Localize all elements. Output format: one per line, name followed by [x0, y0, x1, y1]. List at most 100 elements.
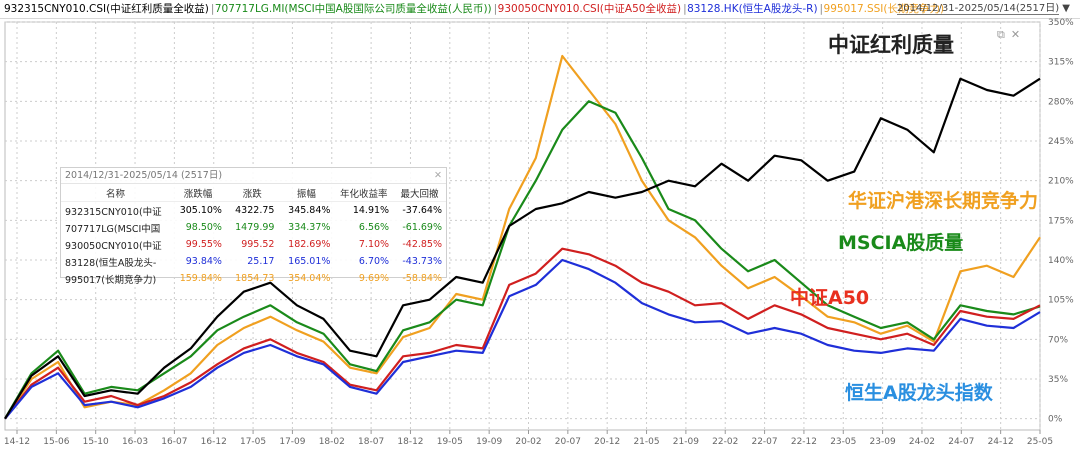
x-tick-label: 22-12	[791, 437, 817, 447]
y-tick-label: 105%	[1048, 296, 1074, 306]
table-cell-name: 707717LG(MSCI中国	[65, 223, 161, 235]
table-cell-diff: 25.17	[247, 256, 275, 267]
table-cell-amp: 165.01%	[288, 256, 331, 267]
window-controls: ⧉ ✕	[997, 28, 1026, 42]
x-tick-label: 20-12	[594, 437, 620, 447]
legend-item-csi-dividend-quality[interactable]: 932315CNY010.CSI(中证红利质量全收益)	[4, 3, 209, 15]
y-tick-label: 350%	[1048, 18, 1074, 28]
table-cell-name: 932315CNY010(中证	[65, 206, 162, 218]
x-axis: 14-12 15-06 15-10 16-03 16-07 16-12 17-05 17-09…	[4, 430, 1053, 447]
table-cell-chg: 305.10%	[179, 205, 222, 216]
annotation-csi-dividend-quality: 中证红利质量	[828, 33, 954, 57]
table-cell-ann: 6.70%	[358, 256, 390, 267]
stats-table-panel[interactable]: 2014/12/31-2025/05/14 (2517日) ✕ 名称 涨跌幅 涨跌 振幅…	[60, 167, 447, 286]
table-row[interactable]: 707717LG(MSCI中国 98.50% 1479.99 334.37% 6.56%…	[61, 219, 446, 236]
y-tick-label: 245%	[1048, 137, 1074, 147]
date-range-selector[interactable]: 2014/12/31-2025/05/14(2517日) ▼	[896, 0, 1070, 18]
legend-separator: |	[493, 3, 498, 15]
x-tick-label: 15-06	[43, 437, 69, 447]
table-cell-diff: 995.52	[241, 239, 275, 250]
annotation-hs-a-leaders: 恒生A股龙头指数	[845, 381, 994, 404]
chevron-down-icon[interactable]: ▼	[1062, 3, 1070, 14]
x-tick-label: 23-05	[830, 437, 856, 447]
table-cell-diff: 1479.99	[235, 222, 275, 233]
x-tick-label: 16-12	[201, 437, 227, 447]
annotation-long-term-competitiveness: 华证沪港深长期竞争力	[848, 189, 1038, 212]
y-tick-label: 140%	[1048, 256, 1074, 266]
column-header: 振幅	[278, 184, 335, 202]
y-tick-label: 315%	[1048, 58, 1074, 68]
table-cell-mdd: -58.84%	[402, 273, 442, 284]
table-cell-mdd: -61.69%	[402, 222, 442, 233]
legend-item-csi-a50[interactable]: 930050CNY010.CSI(中证A50全收益)	[497, 3, 682, 15]
series-msci-quality	[4, 100, 1041, 420]
x-tick-label: 23-09	[870, 437, 896, 447]
column-header: 名称	[61, 184, 170, 202]
y-tick-label: 70%	[1048, 335, 1068, 345]
x-tick-label: 20-07	[555, 437, 581, 447]
legend-item-hs-a-leaders[interactable]: 83128.HK(恒生A股龙头-R)	[687, 3, 818, 15]
table-cell-name: 995017(长期竞争力)	[65, 274, 157, 286]
table-cell-chg: 98.50%	[185, 222, 222, 233]
table-cell-chg: 99.55%	[185, 239, 222, 250]
table-cell-amp: 334.37%	[288, 222, 331, 233]
table-cell-ann: 14.91%	[352, 205, 390, 216]
table-cell-chg: 93.84%	[185, 256, 222, 267]
x-tick-label: 25-05	[1027, 437, 1053, 447]
close-icon[interactable]: ✕	[1010, 28, 1021, 41]
x-tick-label: 18-07	[358, 437, 384, 447]
table-cell-chg: 159.84%	[179, 273, 222, 284]
x-tick-label: 19-09	[476, 437, 502, 447]
close-icon[interactable]: ✕	[434, 170, 442, 181]
series-long-term-competitiveness	[4, 54, 1041, 420]
legend-item-long-term-competitiveness[interactable]: 995017.SSI(长期竞争力)	[823, 3, 945, 15]
table-cell-name: 930050CNY010(中证	[65, 240, 162, 252]
x-tick-label: 16-03	[122, 437, 148, 447]
table-row[interactable]: 83128(恒生A股龙头- 93.84% 25.17 165.01% 6.70% -43.…	[61, 253, 446, 270]
x-tick-label: 22-07	[751, 437, 777, 447]
x-tick-label: 21-05	[633, 437, 659, 447]
legend-separator: |	[210, 3, 215, 15]
legend-separator: |	[683, 3, 687, 15]
column-header: 涨跌	[225, 184, 279, 202]
grid	[4, 21, 1041, 431]
y-tick-label: 0%	[1048, 415, 1063, 425]
date-range-text: 2014/12/31-2025/05/14(2517日)	[896, 3, 1060, 15]
chart-header: 932315CNY010.CSI(中证红利质量全收益) 707717LG.MI(…	[0, 0, 1080, 19]
x-tick-label: 16-07	[161, 437, 187, 447]
table-cell-mdd: -43.73%	[402, 256, 442, 267]
legend-item-msci-quality[interactable]: 707717LG.MI(MSCI中国A股国际公司质量全收益(人民币))	[214, 3, 492, 15]
x-tick-label: 24-07	[948, 437, 974, 447]
series-lines	[4, 54, 1041, 420]
y-tick-label: 35%	[1048, 375, 1068, 385]
x-tick-label: 22-02	[712, 437, 738, 447]
restore-icon[interactable]: ⧉	[997, 28, 1005, 41]
stats-table-title: 2014/12/31-2025/05/14 (2517日)	[65, 170, 223, 181]
x-tick-label: 24-12	[988, 437, 1014, 447]
x-tick-label: 17-09	[279, 437, 305, 447]
table-row[interactable]: 932315CNY010(中证 305.10% 4322.75 345.84% 14.9…	[61, 202, 446, 220]
table-cell-amp: 345.84%	[288, 205, 331, 216]
stats-table: 名称 涨跌幅 涨跌 振幅 年化收益率 最大回撤 932315CNY010(中证 305.10…	[61, 184, 446, 287]
column-header: 涨跌幅	[169, 184, 226, 202]
table-cell-diff: 1854.73	[235, 273, 275, 284]
table-row[interactable]: 995017(长期竞争力) 159.84% 1854.73 354.04% 9.69% -…	[61, 270, 446, 287]
annotation-msci-quality: MSCIA股质量	[838, 232, 963, 254]
legend-separator: |	[819, 3, 824, 15]
y-axis: 0% 35% 70% 105% 140% 175% 210% 245% 280% 315% 350%	[1048, 18, 1074, 425]
x-tick-label: 18-12	[397, 437, 423, 447]
y-tick-label: 280%	[1048, 97, 1074, 107]
x-tick-label: 20-02	[515, 437, 541, 447]
annotation-csi-a50: 中证A50	[790, 286, 869, 309]
table-cell-ann: 6.56%	[358, 222, 390, 233]
x-tick-label: 24-02	[909, 437, 935, 447]
table-row[interactable]: 930050CNY010(中证 99.55% 995.52 182.69% 7.10% -…	[61, 236, 446, 253]
column-header: 最大回撤	[393, 184, 446, 202]
x-tick-label: 18-02	[319, 437, 345, 447]
x-tick-label: 17-05	[240, 437, 266, 447]
x-tick-label: 21-09	[673, 437, 699, 447]
table-cell-mdd: -42.85%	[402, 239, 442, 250]
table-cell-ann: 7.10%	[358, 239, 390, 250]
